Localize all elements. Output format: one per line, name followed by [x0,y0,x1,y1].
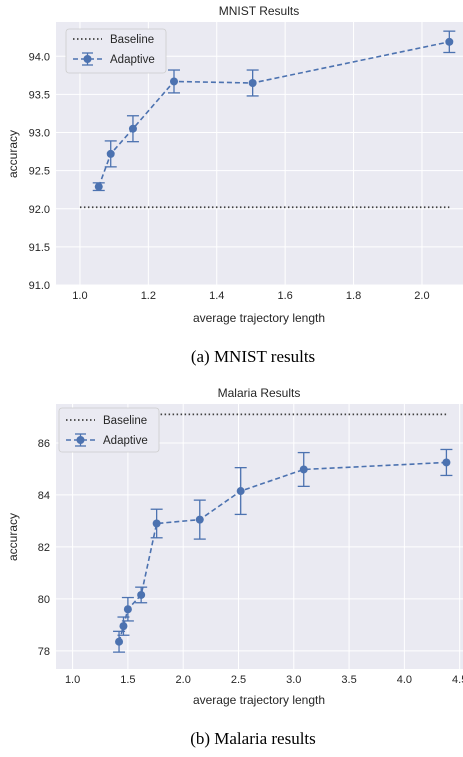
mnist-tick-labels: 1.0 1.2 1.4 1.6 1.8 2.0 91.0 91.5 92.0 92.5 93.0 93… [29,51,430,302]
mnist-adaptive-point-2 [128,124,137,133]
caption-a: (a) MNIST results [191,347,315,366]
malaria-legend-adaptive-swatch [66,433,95,447]
mnist-y-tick-label-3: 92.5 [29,166,50,178]
malaria-adaptive-point-0 [115,637,124,646]
mnist-legend-adaptive-label: Adaptive [110,54,155,66]
malaria-x-tick-label-0: 1.0 [65,674,80,686]
malaria-adaptive-layer [113,448,453,653]
mnist-x-tick-label-3: 1.6 [278,290,293,302]
malaria-adaptive-point-2 [123,605,132,614]
mnist-adaptive-point-0 [94,182,103,191]
malaria-adaptive-point-4 [152,519,161,528]
malaria-chart: 1.0 1.5 2.0 2.5 3.0 3.5 4.0 4.5 78 80 82 84 86 Malar… [6,386,463,707]
malaria-x-tick-label-2: 2.0 [176,674,191,686]
mnist-grid [56,22,463,286]
mnist-legend: Baseline Adaptive [65,28,167,74]
malaria-y-tick-label-0: 78 [38,646,50,658]
malaria-adaptive-point-3 [137,590,146,599]
mnist-adaptive-point-1 [106,149,115,158]
malaria-y-axis-label: accuracy [6,513,20,561]
malaria-grid [56,404,463,669]
mnist-chart: 1.0 1.2 1.4 1.6 1.8 2.0 91.0 91.5 92.0 92.5 93.0 93… [6,4,463,325]
malaria-chart-title: Malaria Results [218,386,301,400]
mnist-adaptive-point-5 [445,37,454,46]
malaria-tick-labels: 1.0 1.5 2.0 2.5 3.0 3.5 4.0 4.5 78 80 82 84 86 [38,438,463,686]
malaria-x-tick-label-1: 1.5 [120,674,135,686]
mnist-x-tick-label-2: 1.4 [209,290,224,302]
malaria-x-axis-label: average trajectory length [193,693,325,707]
mnist-y-tick-label-4: 93.0 [29,128,50,140]
mnist-legend-baseline-label: Baseline [110,34,154,46]
malaria-x-tick-label-6: 4.0 [397,674,412,686]
malaria-legend-baseline-label: Baseline [103,415,147,427]
malaria-x-tick-label-5: 3.5 [341,674,356,686]
mnist-legend-adaptive-swatch [73,52,102,66]
mnist-legend-box [65,28,167,74]
malaria-y-tick-label-2: 82 [38,542,50,554]
mnist-x-axis-label: average trajectory length [193,311,325,325]
malaria-adaptive-point-1 [119,622,128,631]
mnist-x-tick-label-0: 1.0 [72,290,87,302]
malaria-legend-adaptive-label: Adaptive [103,435,148,447]
malaria-y-tick-label-1: 80 [38,594,50,606]
malaria-adaptive-point-5 [195,515,204,524]
malaria-adaptive-point-6 [236,487,245,496]
mnist-y-tick-label-1: 91.5 [29,242,50,254]
malaria-y-tick-label-3: 84 [38,490,50,502]
mnist-y-tick-label-5: 93.5 [29,89,50,101]
mnist-y-tick-label-0: 91.0 [29,280,50,292]
malaria-adaptive-point-7 [299,465,308,474]
malaria-legend: Baseline Adaptive [58,407,160,453]
mnist-adaptive-layer [92,30,456,192]
caption-b: (b) Malaria results [190,729,316,748]
malaria-adaptive-point-8 [442,458,451,467]
mnist-x-tick-label-4: 1.8 [346,290,361,302]
malaria-x-tick-label-4: 3.0 [286,674,301,686]
mnist-adaptive-point-3 [169,77,178,86]
malaria-x-tick-label-7: 4.5 [452,674,463,686]
mnist-adaptive-line [98,41,450,187]
mnist-y-tick-label-6: 94.0 [29,51,50,63]
mnist-y-axis-label: accuracy [6,130,20,178]
mnist-x-tick-label-1: 1.2 [141,290,156,302]
malaria-x-tick-label-3: 2.5 [231,674,246,686]
mnist-adaptive-point-4 [248,78,257,87]
mnist-x-tick-label-5: 2.0 [414,290,429,302]
mnist-y-tick-label-2: 92.0 [29,204,50,216]
malaria-y-tick-label-4: 86 [38,438,50,450]
mnist-chart-title: MNIST Results [219,4,299,18]
